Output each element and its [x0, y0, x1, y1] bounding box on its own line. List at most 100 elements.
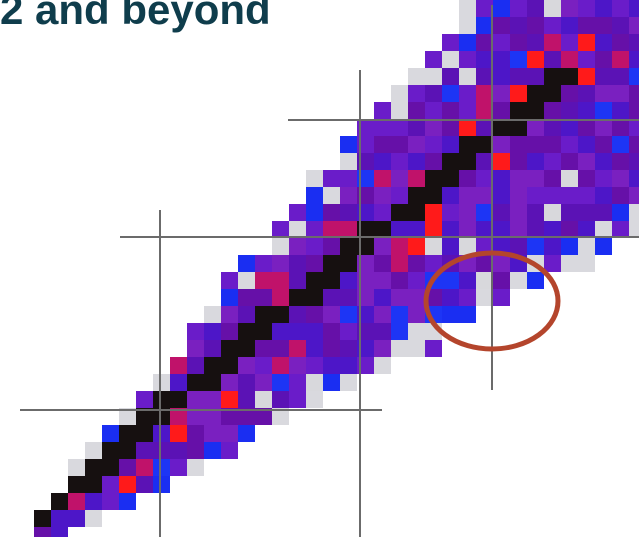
heatmap-cell: [629, 153, 639, 170]
heatmap-cell: [306, 187, 323, 204]
heatmap-cell: [357, 238, 374, 255]
heatmap-cell: [578, 119, 595, 136]
heatmap-cell: [442, 187, 459, 204]
heatmap-cell: [561, 51, 578, 68]
heatmap-cell: [527, 136, 544, 153]
heatmap-cell: [544, 34, 561, 51]
heatmap-cell: [561, 102, 578, 119]
heatmap-cell: [595, 17, 612, 34]
heatmap-cell: [289, 391, 306, 408]
heatmap-cell: [527, 170, 544, 187]
heatmap-cell: [153, 459, 170, 476]
heatmap-cell: [391, 306, 408, 323]
heatmap-cell: [357, 306, 374, 323]
heatmap-cell: [391, 323, 408, 340]
heatmap-cell: [323, 323, 340, 340]
heatmap-cell: [510, 0, 527, 17]
heatmap-cell: [153, 391, 170, 408]
heatmap-cell: [85, 442, 102, 459]
heatmap-cell: [187, 442, 204, 459]
heatmap-cell: [170, 391, 187, 408]
heatmap-cell: [476, 255, 493, 272]
heatmap-cell: [119, 493, 136, 510]
heatmap-cell: [204, 408, 221, 425]
heatmap-cell: [289, 340, 306, 357]
heatmap-cell: [238, 323, 255, 340]
heatmap-cell: [493, 34, 510, 51]
heatmap-cell: [374, 119, 391, 136]
heatmap-cell: [561, 170, 578, 187]
heatmap-cell: [357, 136, 374, 153]
heatmap-cell: [544, 238, 561, 255]
heatmap-cell: [544, 51, 561, 68]
heatmap-cell: [476, 102, 493, 119]
heatmap-cell: [561, 187, 578, 204]
heatmap-cell: [476, 17, 493, 34]
heatmap-cell: [255, 272, 272, 289]
heatmap-cell: [459, 68, 476, 85]
heatmap-cell: [459, 272, 476, 289]
heatmap-cell: [272, 306, 289, 323]
heatmap-cell: [340, 204, 357, 221]
heatmap-cell: [272, 272, 289, 289]
heatmap-cell: [578, 102, 595, 119]
heatmap-cell: [578, 17, 595, 34]
heatmap-cell: [119, 459, 136, 476]
heatmap-cell: [323, 187, 340, 204]
heatmap-cell: [153, 476, 170, 493]
heatmap-cell: [442, 306, 459, 323]
heatmap-cell: [476, 68, 493, 85]
heatmap-cell: [408, 187, 425, 204]
heatmap-cell: [391, 119, 408, 136]
heatmap-cell: [323, 238, 340, 255]
heatmap-cell: [476, 85, 493, 102]
heatmap-cell: [136, 425, 153, 442]
heatmap-cell: [340, 153, 357, 170]
heatmap-cell: [425, 153, 442, 170]
heatmap-cell: [493, 136, 510, 153]
heatmap-cell: [221, 425, 238, 442]
heatmap-cell: [578, 204, 595, 221]
heatmap-cell: [629, 136, 639, 153]
heatmap-cell: [510, 272, 527, 289]
heatmap-cell: [527, 238, 544, 255]
heatmap-cell: [612, 17, 629, 34]
heatmap-cell: [391, 102, 408, 119]
heatmap-cell: [238, 289, 255, 306]
heatmap-cell: [119, 425, 136, 442]
heatmap-cell: [595, 204, 612, 221]
heatmap-cell: [391, 340, 408, 357]
heatmap-cell: [204, 442, 221, 459]
heatmap-cell: [527, 51, 544, 68]
heatmap-cell: [85, 476, 102, 493]
heatmap-cell: [578, 51, 595, 68]
heatmap-cell: [170, 459, 187, 476]
heatmap-cell: [374, 323, 391, 340]
heatmap-cell: [102, 425, 119, 442]
heatmap-cell: [306, 170, 323, 187]
heatmap-cell: [374, 289, 391, 306]
heatmap-cell: [425, 221, 442, 238]
heatmap-cell: [408, 153, 425, 170]
heatmap-cell: [510, 34, 527, 51]
heatmap-cell: [425, 340, 442, 357]
heatmap-cell: [408, 68, 425, 85]
heatmap-cell: [493, 102, 510, 119]
heatmap-cell: [357, 357, 374, 374]
heatmap-cell: [612, 119, 629, 136]
heatmap-cell: [544, 153, 561, 170]
heatmap-cell: [408, 255, 425, 272]
heatmap-cell: [272, 289, 289, 306]
heatmap-cell: [68, 493, 85, 510]
heatmap-cell: [527, 272, 544, 289]
heatmap-cell: [476, 272, 493, 289]
heatmap-cell: [408, 289, 425, 306]
heatmap-cell: [289, 323, 306, 340]
heatmap-cell: [323, 255, 340, 272]
heatmap-cell: [289, 221, 306, 238]
heatmap-cell: [476, 289, 493, 306]
heatmap-cell: [612, 136, 629, 153]
heatmap-cell: [340, 374, 357, 391]
heatmap-cell: [459, 289, 476, 306]
